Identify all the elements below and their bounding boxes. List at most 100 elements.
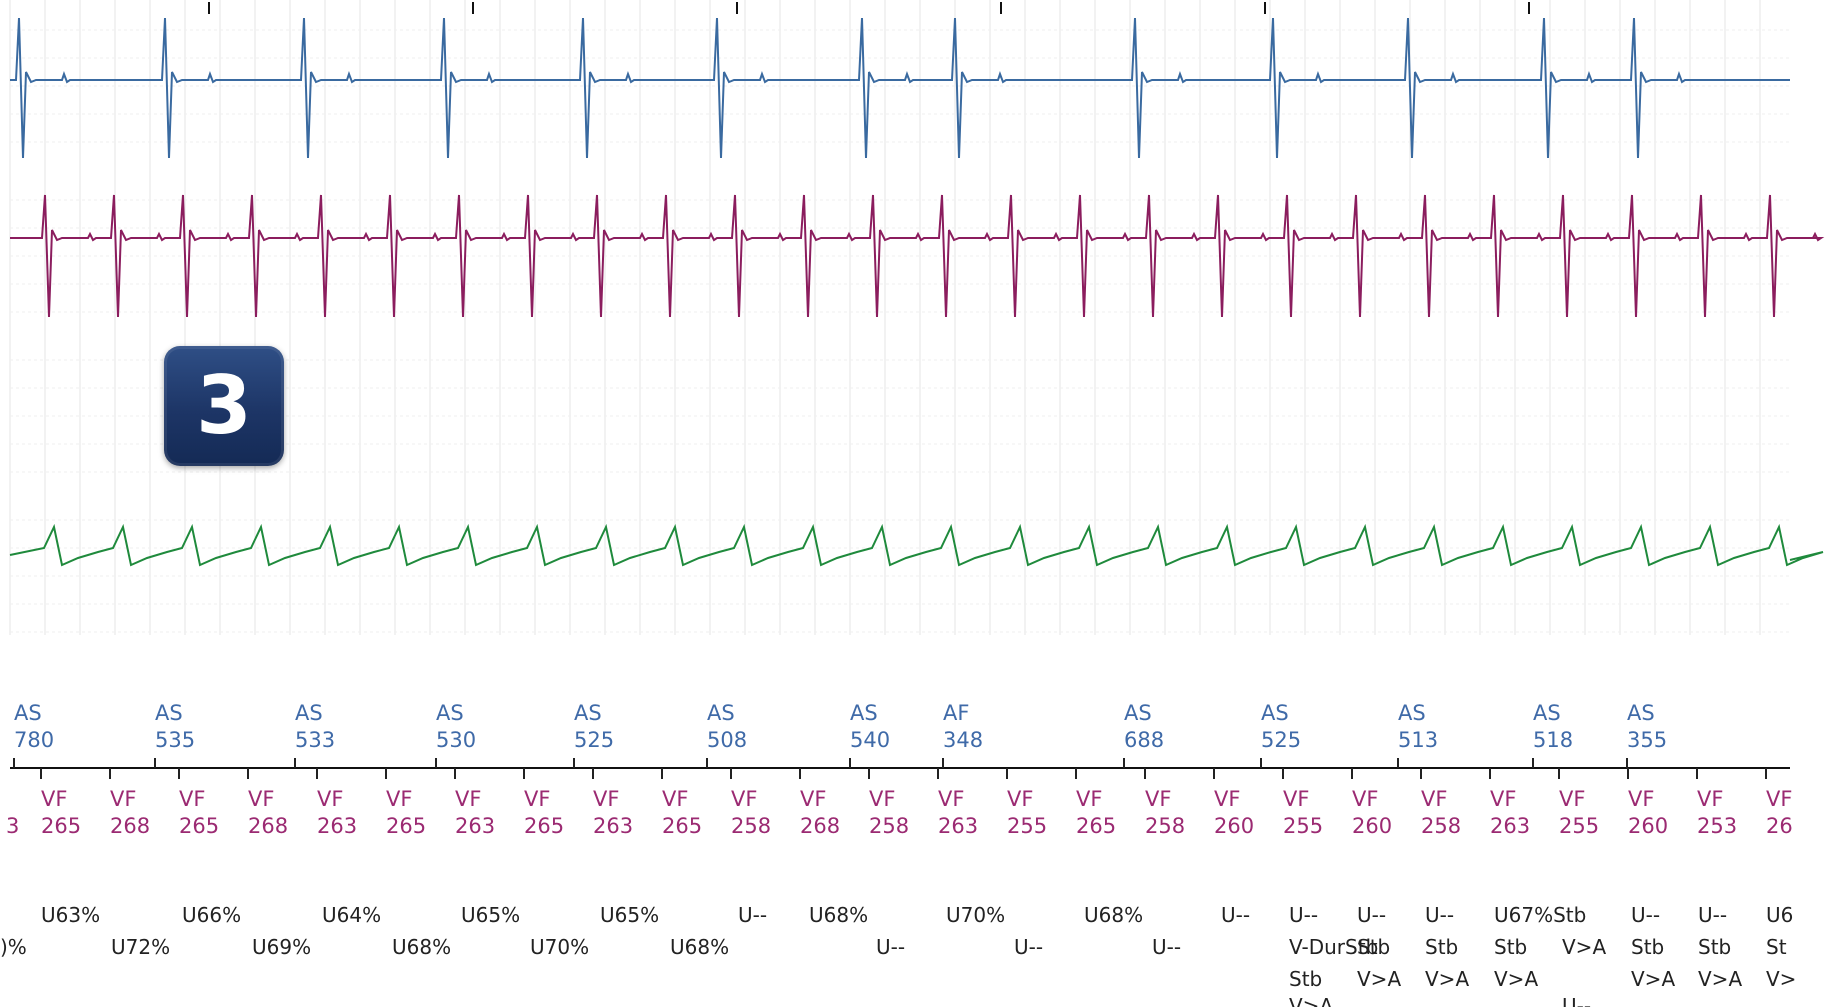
status-annotations: U63% U66% U64% U65% U65% U-- U68% U70% U68% U-- U-…	[0, 903, 1796, 1007]
ventricular-marker-type: VF	[1007, 787, 1033, 811]
atrial-marker: AS 508	[706, 701, 747, 768]
atrial-marker: AS 780	[13, 701, 54, 768]
ventricular-marker-type: VF	[1697, 787, 1723, 811]
status-label: V>A	[1562, 935, 1606, 959]
status-label: V>A	[1494, 967, 1538, 991]
ventricular-marker-interval: 253	[1697, 814, 1737, 838]
atrial-marker-type: AS	[1627, 701, 1655, 725]
status-label: U65%	[600, 903, 659, 927]
status-label: Stb	[1425, 935, 1458, 959]
ventricular-marker: VF 263	[937, 768, 978, 838]
ventricular-marker-type: VF	[179, 787, 205, 811]
atrial-marker-interval: 355	[1627, 728, 1667, 752]
ventricular-marker-type: VF	[938, 787, 964, 811]
ventricular-marker-interval: 255	[1283, 814, 1323, 838]
status-label: U--	[738, 903, 767, 927]
status-label: U--	[1631, 903, 1660, 927]
ventricular-marker: VF 260	[1351, 768, 1392, 838]
atrial-marker: AS 355	[1626, 701, 1667, 768]
status-label: U6	[1766, 903, 1793, 927]
status-label: )%	[0, 935, 27, 959]
ventricular-marker-type: VF	[317, 787, 343, 811]
ventricular-marker-interval: 263	[455, 814, 495, 838]
atrial-marker: AS 530	[435, 701, 476, 768]
ventricular-marker: VF 258	[868, 768, 909, 838]
atrial-marker: AF 348	[942, 701, 983, 768]
status-label: Stb	[1698, 935, 1731, 959]
status-label: V-DurStb	[1289, 935, 1378, 959]
atrial-marker-interval: 533	[295, 728, 335, 752]
ventricular-marker: VF 268	[247, 768, 288, 838]
ventricular-marker: VF 258	[1144, 768, 1185, 838]
ventricular-marker-interval: 268	[248, 814, 288, 838]
atrial-marker: AS 688	[1123, 701, 1164, 768]
ventricular-marker-interval: 265	[662, 814, 702, 838]
atrial-marker: AS 513	[1397, 701, 1438, 768]
egm-trace-3	[9, 523, 1824, 567]
atrial-marker: AS 535	[154, 701, 195, 768]
ventricular-marker-interval: 263	[593, 814, 633, 838]
atrial-marker-type: AS	[295, 701, 323, 725]
ventricular-marker-type: VF	[1076, 787, 1102, 811]
ventricular-marker: VF 253	[1696, 768, 1737, 838]
status-label: U64%	[322, 903, 381, 927]
status-label: V>	[1766, 967, 1796, 991]
ventricular-marker-interval: 265	[1076, 814, 1116, 838]
atrial-marker-interval: 780	[14, 728, 54, 752]
ventricular-marker: VF 255	[1558, 768, 1599, 838]
ventricular-marker: VF 268	[109, 768, 150, 838]
atrial-marker-interval: 688	[1124, 728, 1164, 752]
ventricular-marker: VF 26	[1765, 768, 1793, 838]
atrial-marker-type: AS	[574, 701, 602, 725]
ventricular-marker-type: VF	[800, 787, 826, 811]
ventricular-marker-interval: 265	[41, 814, 81, 838]
ventricular-marker-type: VF	[1145, 787, 1171, 811]
ventricular-marker-type: VF	[869, 787, 895, 811]
atrial-marker-type: AS	[1124, 701, 1152, 725]
status-label: Stb	[1631, 935, 1664, 959]
ventricular-marker-interval: 26	[1766, 814, 1793, 838]
ventricular-marker-interval: 258	[731, 814, 771, 838]
status-label: U70%	[946, 903, 1005, 927]
atrial-marker: AS 540	[849, 701, 890, 768]
ventricular-marker-type: VF	[1490, 787, 1516, 811]
status-label: V>A	[1698, 967, 1742, 991]
ventricular-marker-type: VF	[731, 787, 757, 811]
ventricular-marker: VF 263	[592, 768, 633, 838]
atrial-marker-interval: 530	[436, 728, 476, 752]
atrial-marker-interval: 540	[850, 728, 890, 752]
ventricular-marker-type: VF	[1214, 787, 1240, 811]
atrial-marker-type: AS	[1533, 701, 1561, 725]
ventricular-marker: 3	[6, 814, 19, 838]
atrial-marker-interval: 525	[574, 728, 614, 752]
atrial-marker-type: AS	[850, 701, 878, 725]
ventricular-marker-interval: 265	[524, 814, 564, 838]
ventricular-marker-interval: 263	[938, 814, 978, 838]
status-label: U68%	[392, 935, 451, 959]
status-label: Stb	[1289, 967, 1322, 991]
status-label: U--	[1562, 994, 1591, 1007]
atrial-marker-type: AS	[436, 701, 464, 725]
atrial-marker-type: AS	[155, 701, 183, 725]
status-label: U--	[1698, 903, 1727, 927]
ventricular-marker-type: VF	[110, 787, 136, 811]
status-label: V>A	[1631, 967, 1675, 991]
ventricular-marker-type: VF	[1283, 787, 1309, 811]
ventricular-marker: VF 265	[385, 768, 426, 838]
atrial-marker-type: AS	[1261, 701, 1289, 725]
status-label: U68%	[809, 903, 868, 927]
atrial-marker-type: AF	[943, 701, 969, 725]
atrial-markers: AS 780 AS 535 AS 533 AS 530 AS 525 AS 508 AS 540 AF 348…	[13, 701, 1667, 768]
status-label: U67%Stb	[1494, 903, 1586, 927]
ventricular-marker: VF 258	[730, 768, 771, 838]
ventricular-marker-type: VF	[1766, 787, 1792, 811]
atrial-marker-interval: 513	[1398, 728, 1438, 752]
ventricular-marker-interval: 258	[1421, 814, 1461, 838]
ventricular-marker-interval: 268	[800, 814, 840, 838]
ventricular-marker-type: VF	[1628, 787, 1654, 811]
ventricular-marker-type: VF	[662, 787, 688, 811]
status-label: U--	[1357, 903, 1386, 927]
ventricular-marker-interval: 260	[1352, 814, 1392, 838]
status-label: U63%	[41, 903, 100, 927]
